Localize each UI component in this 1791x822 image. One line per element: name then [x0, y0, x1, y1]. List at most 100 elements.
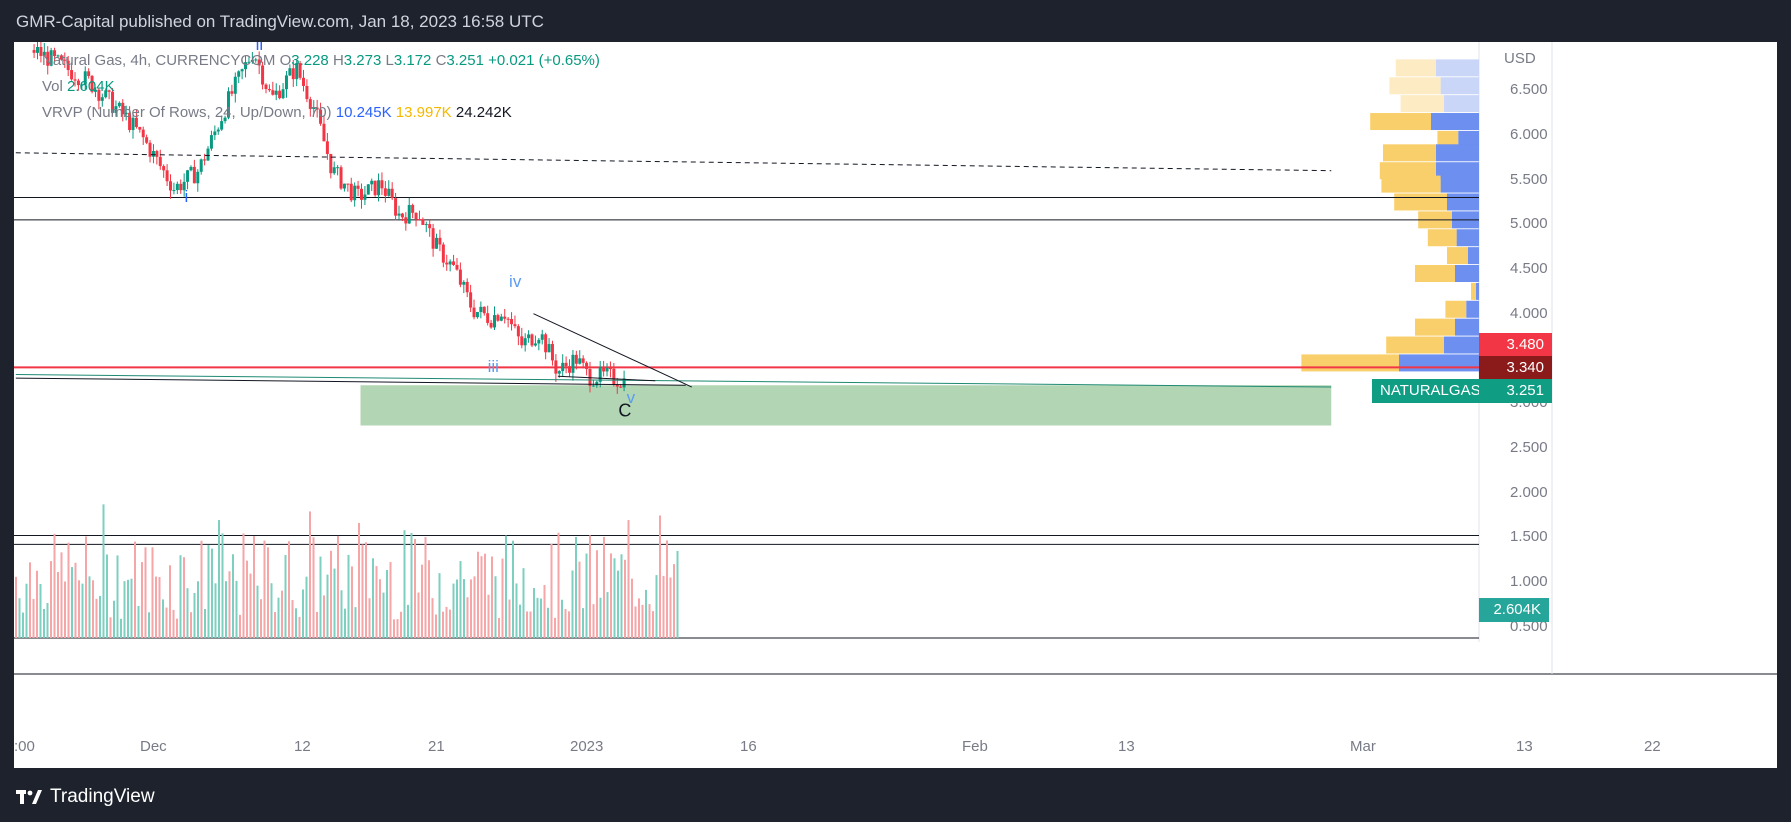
- price-tick: 6.000: [1510, 125, 1548, 143]
- candle-body: [308, 99, 312, 110]
- volume-bar: [365, 542, 367, 638]
- candle-body: [591, 385, 595, 387]
- volume-bar: [655, 575, 658, 638]
- candle-body: [499, 316, 503, 321]
- volume-bar: [361, 544, 364, 638]
- candle-body: [540, 334, 544, 340]
- volume-bar: [550, 543, 553, 638]
- candle-body: [172, 190, 176, 192]
- trendline[interactable]: [15, 377, 686, 386]
- candle-body: [544, 334, 548, 353]
- wave-label-iv[interactable]: iv: [509, 272, 522, 291]
- candle-body: [561, 362, 565, 372]
- trendline[interactable]: [15, 152, 1332, 172]
- volume-bar: [473, 576, 476, 638]
- volume-bar: [88, 576, 91, 638]
- candle-body: [189, 166, 193, 171]
- candle-body: [121, 102, 125, 115]
- volume-bar: [340, 590, 343, 638]
- time-tick: Dec: [140, 738, 167, 755]
- symbol-tag: NATURALGAS: [1372, 379, 1481, 403]
- volume-bar: [564, 609, 567, 638]
- candle-body: [445, 262, 449, 265]
- candle-body: [131, 117, 135, 131]
- wave-label-c[interactable]: C: [618, 401, 631, 421]
- price-tick: 2.000: [1510, 483, 1548, 501]
- tradingview-logo[interactable]: TradingView: [16, 786, 155, 808]
- candle-body: [574, 354, 578, 364]
- candle-body: [278, 90, 282, 99]
- volume-bar: [211, 548, 213, 638]
- legend-low: 3.172: [393, 52, 432, 69]
- trendline[interactable]: [15, 374, 1332, 388]
- profile-up-bar: [1431, 113, 1479, 131]
- candle-body: [503, 316, 507, 319]
- volume-bar: [225, 581, 227, 638]
- volume-bar: [638, 598, 640, 638]
- legend-low-label: L: [385, 52, 394, 69]
- volume-bar: [18, 598, 21, 638]
- profile-up-bar: [1443, 336, 1479, 354]
- candle-body: [216, 129, 220, 132]
- profile-down-bar: [1394, 193, 1447, 211]
- volume-tag: 2.604K: [1479, 598, 1549, 622]
- volume-bar: [561, 599, 563, 638]
- volume-bar: [186, 588, 189, 638]
- candle-body: [151, 151, 155, 157]
- candle-body: [73, 79, 77, 81]
- volume-bar: [568, 611, 570, 638]
- candle-body: [608, 368, 612, 370]
- volume-bar: [263, 540, 266, 638]
- wave-label-ii[interactable]: ii: [256, 35, 264, 54]
- publish-title: GMR-Capital published on TradingView.com…: [16, 12, 544, 31]
- volume-bar: [403, 530, 406, 638]
- volume-bar: [375, 566, 378, 638]
- volume-bar: [386, 569, 388, 638]
- volume-bar: [144, 547, 147, 638]
- candle-body: [479, 306, 483, 312]
- volume-bar: [319, 556, 322, 638]
- volume-bar: [344, 608, 346, 638]
- price-tick: 5.500: [1510, 170, 1548, 188]
- volume-bar: [585, 553, 588, 638]
- volume-bar: [347, 554, 350, 638]
- profile-down-bar: [1447, 247, 1468, 265]
- legend-close-label: C: [435, 52, 447, 69]
- profile-down-bar: [1301, 354, 1399, 372]
- volume-bar: [71, 567, 73, 638]
- volume-bar: [540, 598, 542, 638]
- candle-body: [533, 343, 537, 346]
- candle-body: [76, 80, 80, 86]
- volume-bar: [127, 579, 129, 638]
- candle-body: [134, 117, 138, 127]
- chart-area[interactable]: i ii iii iv v C Natural Gas, 4h, CURRENCYCOM …: [14, 35, 1777, 768]
- candle-body: [271, 90, 275, 95]
- volume-bar: [256, 585, 259, 638]
- candle-body: [53, 50, 57, 57]
- trendline[interactable]: [557, 375, 656, 382]
- wave-label-iii[interactable]: iii: [488, 357, 499, 376]
- wave-label-v[interactable]: v: [627, 388, 636, 407]
- volume-bar: [295, 608, 297, 638]
- candle-body: [233, 76, 237, 94]
- profile-down-bar: [1400, 95, 1444, 113]
- volume-bar: [130, 578, 133, 638]
- volume-bar: [158, 577, 161, 638]
- volume-bar: [92, 580, 94, 638]
- volume-bar: [508, 599, 511, 638]
- volume-bar: [491, 556, 493, 638]
- volume-bar: [557, 532, 560, 638]
- candle-body: [49, 50, 53, 66]
- wave-label-i[interactable]: i: [184, 187, 188, 206]
- candle-body: [448, 261, 452, 265]
- volume-bar: [270, 583, 273, 638]
- volume-bar: [155, 576, 157, 638]
- volume-bar: [309, 511, 311, 638]
- candle-body: [486, 313, 490, 323]
- trendline[interactable]: [533, 313, 693, 388]
- volume-bar: [316, 611, 318, 638]
- candle-body: [250, 59, 254, 62]
- candle-body: [209, 135, 213, 149]
- volume-bar: [652, 611, 654, 638]
